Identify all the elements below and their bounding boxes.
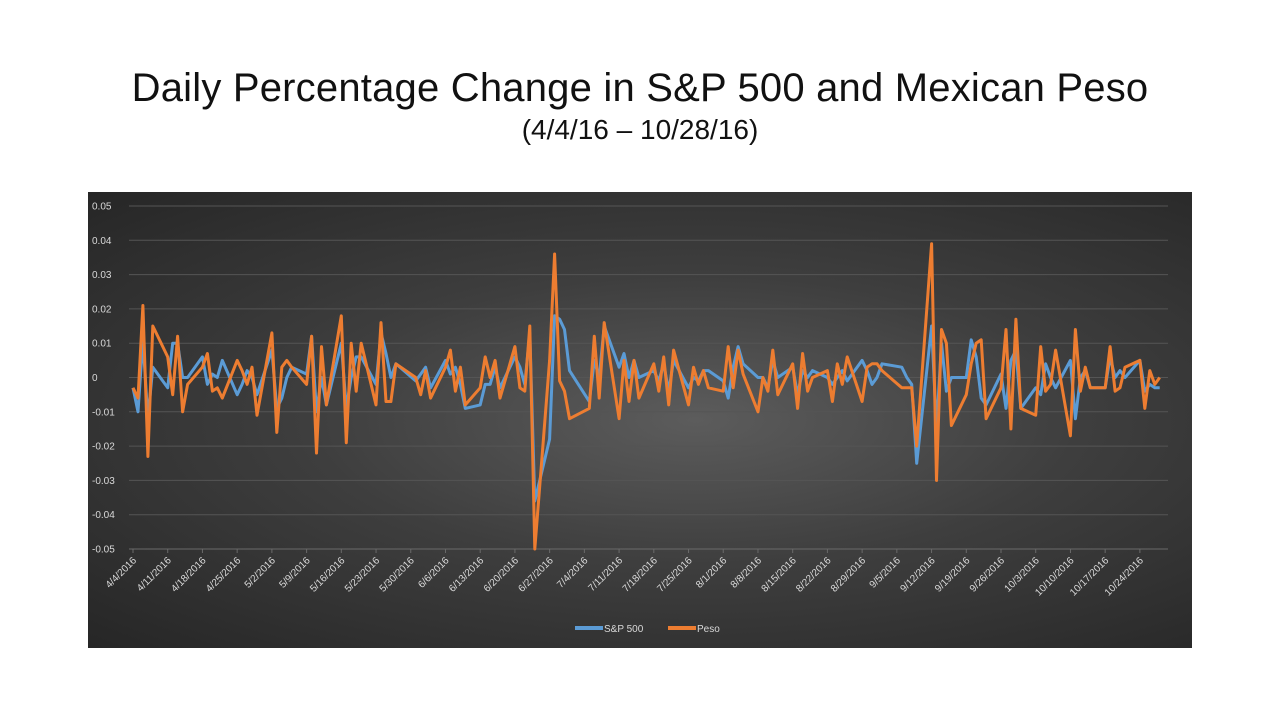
x-tick-label: 7/18/2016 (621, 555, 661, 595)
x-tick-label: 4/18/2016 (169, 555, 209, 595)
x-tick-label: 4/4/2016 (104, 555, 140, 591)
slide-title: Daily Percentage Change in S&P 500 and M… (131, 66, 1149, 110)
x-tick-label: 7/25/2016 (655, 555, 695, 595)
x-tick-label: 5/16/2016 (308, 555, 348, 595)
y-tick-label: -0.02 (92, 442, 115, 453)
legend-label: S&P 500 (604, 624, 644, 635)
x-tick-label: 8/22/2016 (794, 555, 834, 595)
x-tick-label: 6/6/2016 (416, 555, 452, 591)
y-tick-label: -0.05 (92, 545, 115, 556)
y-tick-label: -0.01 (92, 407, 115, 418)
x-tick-label: 5/9/2016 (277, 555, 313, 591)
slide-subtitle: (4/4/16 – 10/28/16) (521, 114, 759, 145)
x-tick-label: 6/13/2016 (447, 555, 487, 595)
x-tick-label: 9/26/2016 (968, 555, 1008, 595)
x-tick-label: 8/15/2016 (760, 555, 800, 595)
x-tick-label: 8/29/2016 (829, 555, 869, 595)
x-tick-label: 6/20/2016 (482, 555, 522, 595)
x-tick-label: 9/12/2016 (898, 555, 938, 595)
legend-label: Peso (697, 624, 720, 635)
y-tick-label: 0.01 (92, 339, 112, 350)
y-tick-label: -0.04 (92, 510, 115, 521)
x-tick-label: 6/27/2016 (517, 555, 557, 595)
chart-panel: 0.05 0.04 0.03 0.02 0.01 0 -0.01 -0.02 -0.03 -0.0… (88, 192, 1192, 648)
series-line-peso (131, 242, 1161, 551)
x-tick-label: 5/23/2016 (343, 555, 383, 595)
x-tick-label: 8/1/2016 (694, 555, 730, 591)
y-tick-label: 0.03 (92, 270, 112, 281)
x-tick-label: 8/8/2016 (729, 555, 765, 591)
x-tick-label: 7/11/2016 (586, 555, 625, 594)
x-tick-label: 5/30/2016 (378, 555, 418, 595)
x-tick-label: 4/11/2016 (135, 555, 174, 594)
y-tick-label: 0.02 (92, 304, 112, 315)
y-tick-label: 0 (92, 373, 98, 384)
x-tick-label: 9/19/2016 (933, 555, 973, 595)
y-tick-label: -0.03 (92, 476, 115, 487)
y-tick-label: 0.05 (92, 202, 112, 213)
y-tick-label: 0.04 (92, 236, 112, 247)
x-tick-label: 5/2/2016 (243, 555, 279, 591)
line-chart: 0.05 0.04 0.03 0.02 0.01 0 -0.01 -0.02 -0.03 -0.0… (92, 202, 1168, 635)
x-tick-label: 4/25/2016 (204, 555, 244, 595)
x-tick-label: 7/4/2016 (555, 555, 591, 591)
x-tick-label: 9/5/2016 (868, 555, 904, 591)
